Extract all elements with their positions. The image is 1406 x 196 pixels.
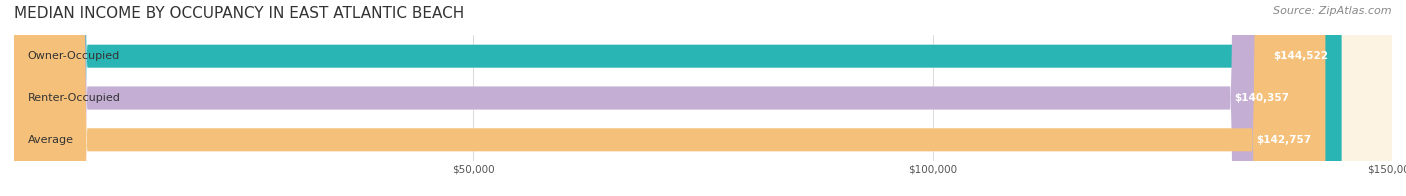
FancyBboxPatch shape xyxy=(14,0,1392,196)
FancyBboxPatch shape xyxy=(14,0,1392,196)
Text: MEDIAN INCOME BY OCCUPANCY IN EAST ATLANTIC BEACH: MEDIAN INCOME BY OCCUPANCY IN EAST ATLAN… xyxy=(14,6,464,21)
FancyBboxPatch shape xyxy=(14,0,1392,196)
Text: Average: Average xyxy=(28,135,75,145)
Text: $144,522: $144,522 xyxy=(1272,51,1327,61)
Text: Source: ZipAtlas.com: Source: ZipAtlas.com xyxy=(1274,6,1392,16)
Text: Renter-Occupied: Renter-Occupied xyxy=(28,93,121,103)
Text: Owner-Occupied: Owner-Occupied xyxy=(28,51,120,61)
Text: $140,357: $140,357 xyxy=(1234,93,1289,103)
Text: $142,757: $142,757 xyxy=(1257,135,1312,145)
FancyBboxPatch shape xyxy=(14,0,1326,196)
FancyBboxPatch shape xyxy=(14,0,1341,196)
FancyBboxPatch shape xyxy=(14,0,1303,196)
